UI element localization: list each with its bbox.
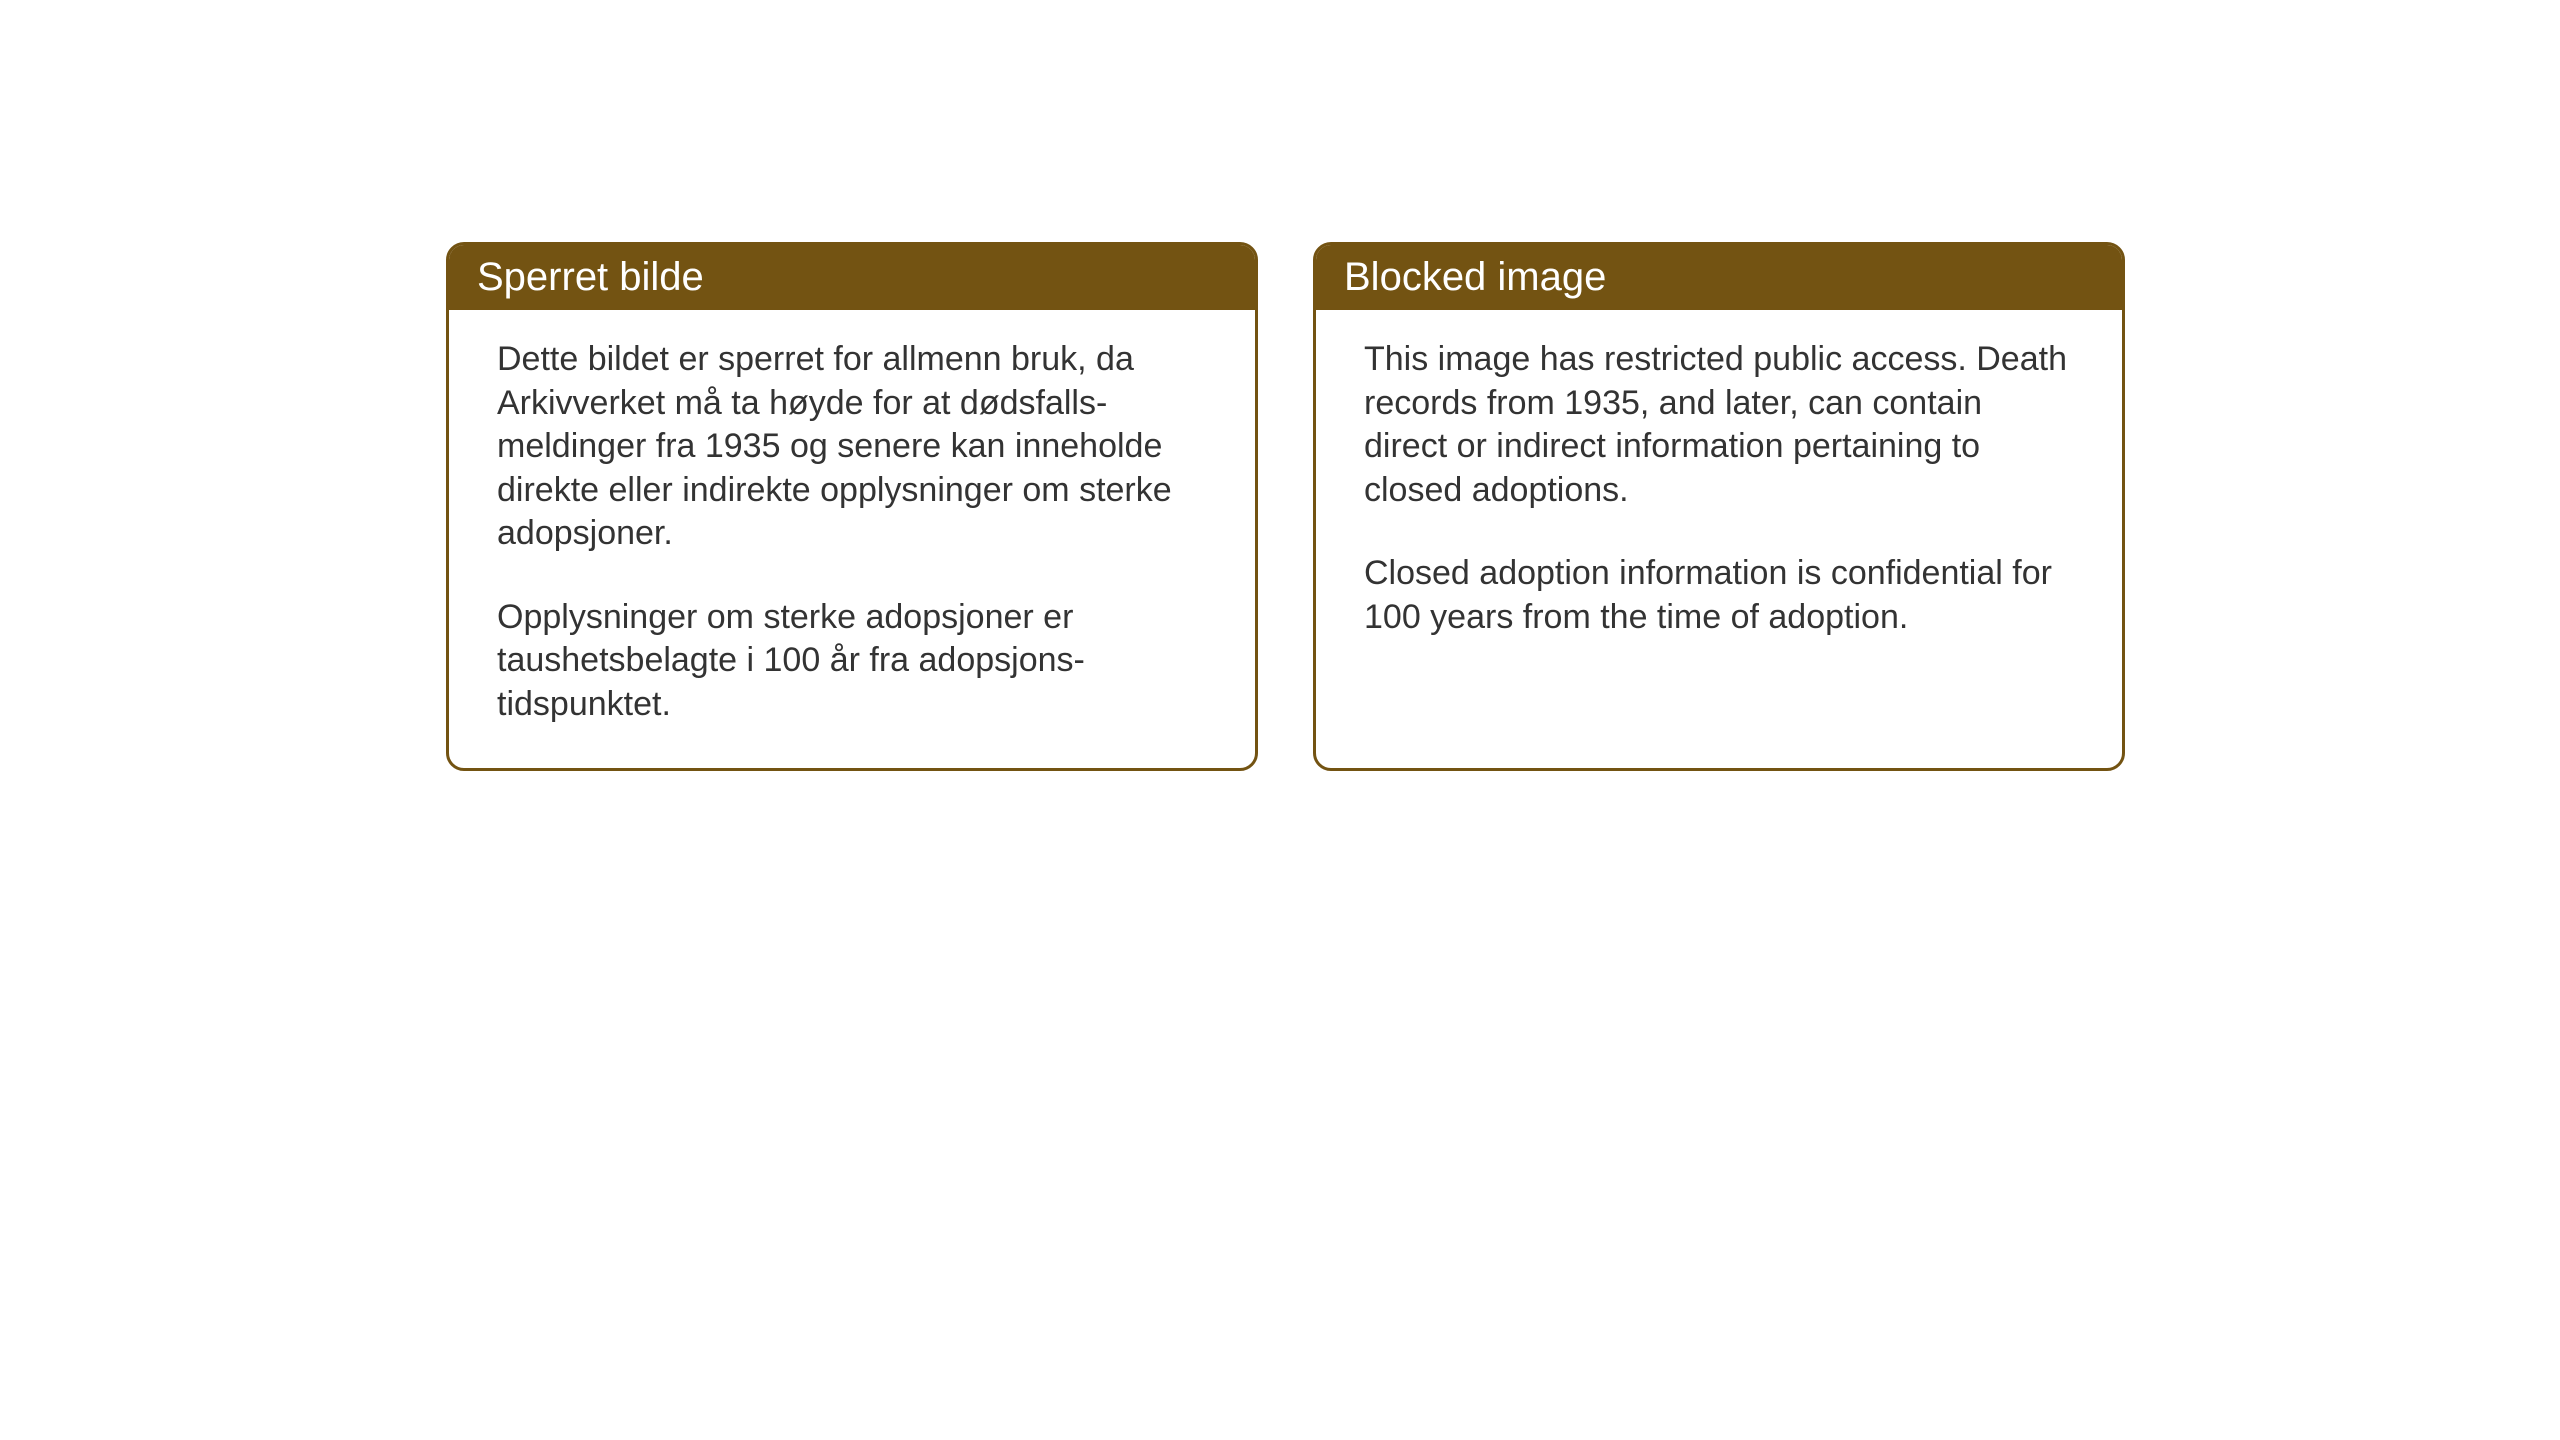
notice-card-norwegian: Sperret bilde Dette bildet er sperret fo… (446, 242, 1258, 771)
card-body-english: This image has restricted public access.… (1316, 310, 2122, 681)
card-header-english: Blocked image (1316, 245, 2122, 310)
card-paragraph-2-norwegian: Opplysninger om sterke adopsjoner er tau… (497, 596, 1207, 727)
card-body-norwegian: Dette bildet er sperret for allmenn bruk… (449, 310, 1255, 768)
card-title-english: Blocked image (1344, 255, 1606, 299)
card-header-norwegian: Sperret bilde (449, 245, 1255, 310)
card-paragraph-2-english: Closed adoption information is confident… (1364, 552, 2074, 639)
notice-container: Sperret bilde Dette bildet er sperret fo… (446, 242, 2125, 771)
card-paragraph-1-english: This image has restricted public access.… (1364, 338, 2074, 512)
notice-card-english: Blocked image This image has restricted … (1313, 242, 2125, 771)
card-title-norwegian: Sperret bilde (477, 255, 704, 299)
card-paragraph-1-norwegian: Dette bildet er sperret for allmenn bruk… (497, 338, 1207, 556)
